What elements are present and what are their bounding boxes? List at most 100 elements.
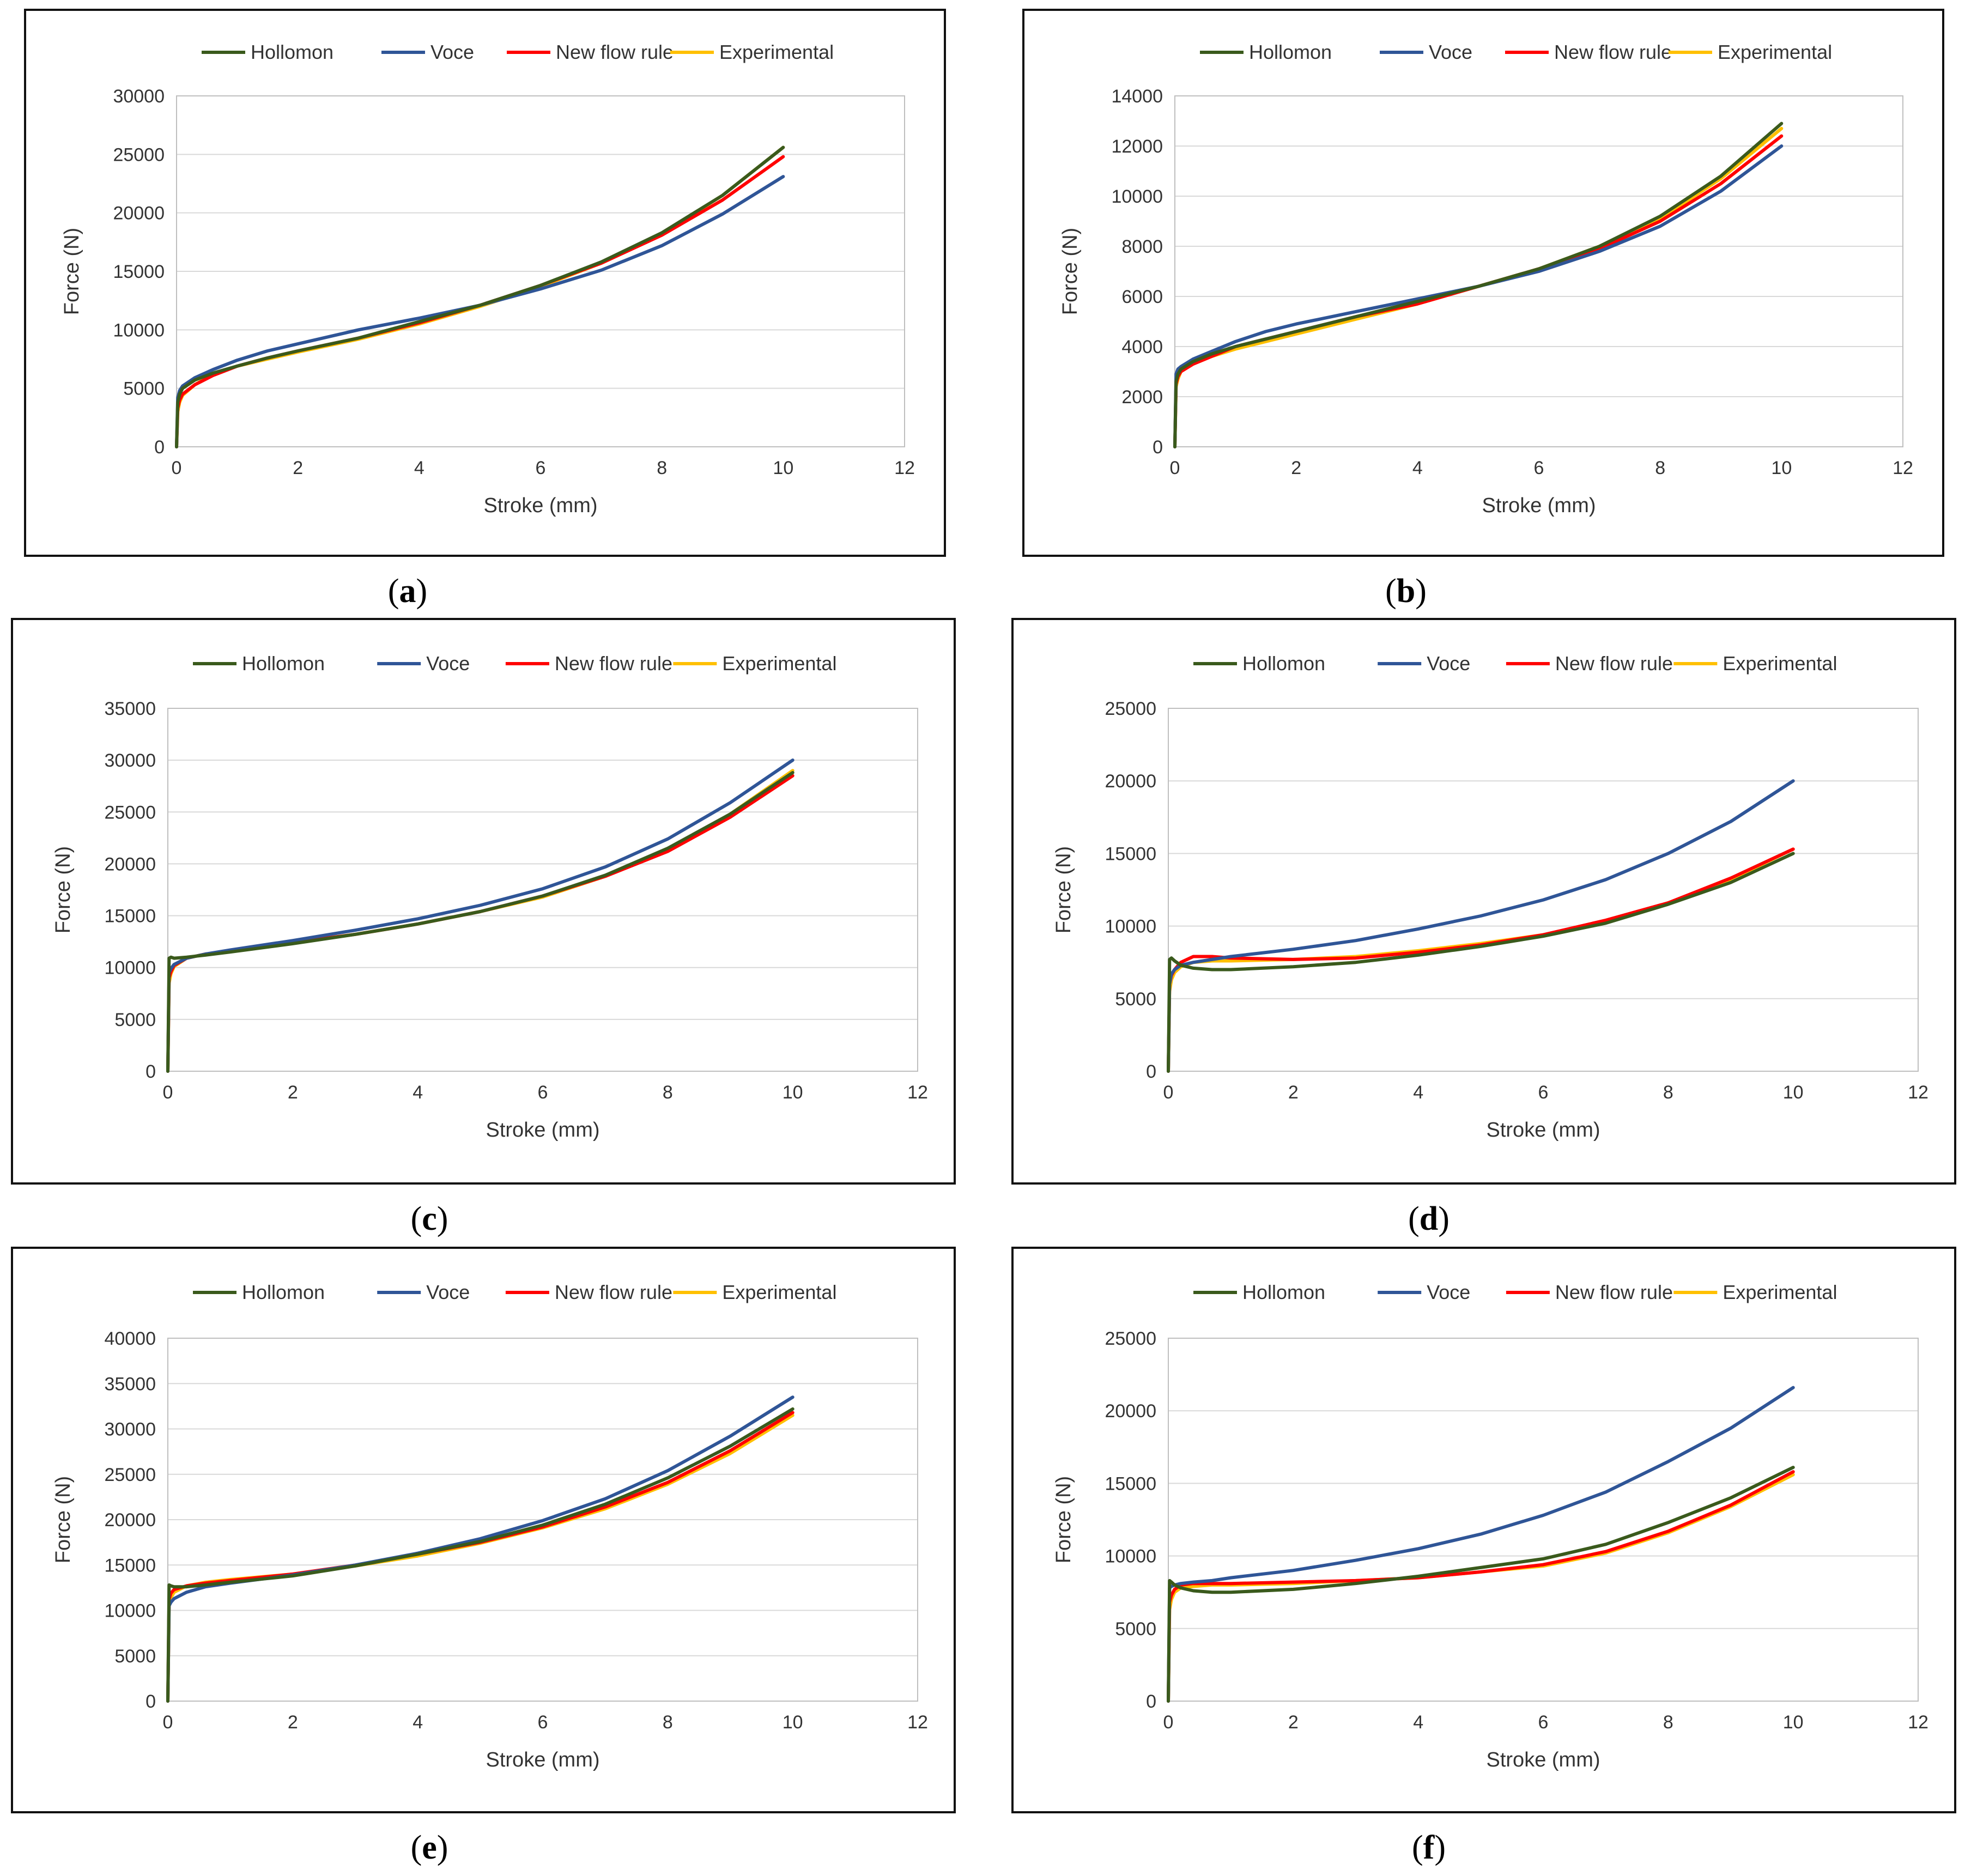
x-axis-label: Stroke (mm)	[486, 1748, 600, 1771]
legend-label: Hollomon	[242, 652, 325, 675]
x-tick-label: 6	[536, 458, 546, 478]
x-tick-label: 2	[288, 1712, 298, 1733]
x-tick-label: 10	[773, 458, 793, 478]
legend-label: Experimental	[722, 652, 836, 675]
x-axis-label: Stroke (mm)	[1487, 1119, 1600, 1142]
x-tick-label: 6	[1538, 1082, 1549, 1103]
panel-caption: (a)	[387, 573, 428, 610]
y-tick-label: 25000	[104, 1465, 156, 1485]
x-tick-label: 2	[1291, 458, 1301, 478]
x-tick-label: 0	[163, 1712, 173, 1733]
plot-area	[1168, 708, 1919, 1072]
y-tick-label: 20000	[1105, 771, 1156, 792]
y-tick-label: 30000	[104, 1419, 156, 1440]
y-tick-label: 5000	[114, 1010, 156, 1030]
y-tick-label: 15000	[104, 1555, 156, 1576]
y-tick-label: 5000	[114, 1646, 156, 1667]
x-tick-label: 6	[538, 1712, 548, 1733]
series-line-hollomon	[1167, 852, 1795, 1073]
y-tick-label: 5000	[123, 379, 165, 399]
x-tick-label: 12	[894, 458, 915, 478]
x-tick-label: 10	[1771, 458, 1792, 478]
x-tick-label: 12	[1908, 1712, 1928, 1733]
y-tick-label: 10000	[1105, 1546, 1156, 1567]
x-tick-label: 10	[1783, 1082, 1804, 1103]
x-tick-label: 6	[1538, 1712, 1549, 1733]
y-tick-label: 15000	[104, 906, 156, 927]
x-tick-label: 4	[413, 1712, 423, 1733]
y-tick-label: 25000	[104, 802, 156, 823]
x-tick-label: 0	[1170, 458, 1180, 478]
chart-panel-d: 0 5000 10000 15000 20000 25000 0 2 4 6 8 10 12 Stroke…	[1011, 618, 1956, 1185]
y-axis-label: Force (N)	[52, 1476, 75, 1563]
legend-label: Hollomon	[1242, 1281, 1325, 1303]
legend-label: Voce	[1429, 41, 1472, 63]
x-tick-label: 12	[1908, 1082, 1928, 1103]
chart-panel-f: 0 5000 10000 15000 20000 25000 0 2 4 6 8 10 12 Stroke…	[1011, 1247, 1956, 1813]
y-tick-label: 25000	[1105, 1328, 1156, 1349]
x-axis-label: Stroke (mm)	[486, 1119, 600, 1142]
x-tick-label: 4	[414, 458, 424, 478]
x-tick-label: 0	[1163, 1712, 1174, 1733]
x-tick-label: 4	[1412, 458, 1423, 478]
chart-svg-a: 0 5000 10000 15000 20000 25000 30000 0 2 4 6 8 10 12 S…	[60, 41, 915, 517]
x-tick-label: 6	[538, 1082, 548, 1103]
legend-label: Experimental	[722, 1281, 836, 1303]
y-tick-label: 10000	[104, 958, 156, 979]
y-tick-label: 14000	[1111, 86, 1163, 107]
series-line-experimental	[166, 1413, 795, 1703]
x-axis-label: Stroke (mm)	[1487, 1748, 1600, 1771]
x-tick-label: 2	[293, 458, 303, 478]
x-tick-label: 8	[663, 1082, 673, 1103]
series-line-voce	[1167, 1386, 1795, 1703]
y-tick-label: 20000	[104, 854, 156, 875]
series-line-hollomon	[166, 1407, 795, 1703]
y-tick-label: 5000	[1115, 989, 1156, 1010]
y-axis-label: Force (N)	[1059, 228, 1082, 315]
panel-caption: (f)	[1412, 1829, 1446, 1866]
legend-label: Experimental	[1723, 1281, 1837, 1303]
series-line-experimental	[166, 769, 795, 1073]
legend-label: Experimental	[1718, 41, 1832, 63]
x-tick-label: 12	[1893, 458, 1913, 478]
x-tick-label: 10	[783, 1082, 803, 1103]
y-axis-label: Force (N)	[1052, 1476, 1075, 1563]
panel-caption: (c)	[410, 1200, 448, 1237]
y-tick-label: 25000	[1105, 699, 1156, 719]
legend-label: Voce	[430, 41, 474, 63]
x-tick-label: 8	[1663, 1082, 1673, 1103]
y-axis-label: Force (N)	[52, 846, 75, 933]
x-tick-label: 4	[1413, 1712, 1423, 1733]
y-tick-label: 8000	[1121, 236, 1163, 257]
x-tick-label: 8	[663, 1712, 673, 1733]
y-tick-label: 15000	[1105, 1473, 1156, 1494]
plot-area	[167, 708, 918, 1072]
y-tick-label: 30000	[104, 750, 156, 771]
y-tick-label: 12000	[1111, 136, 1163, 157]
x-tick-label: 12	[907, 1082, 928, 1103]
legend-label: Voce	[1427, 1281, 1470, 1303]
legend-label: New flow rule	[1555, 1281, 1673, 1303]
legend-label: Hollomon	[251, 41, 333, 63]
legend-label: Experimental	[719, 41, 834, 63]
legend-label: New flow rule	[555, 1281, 672, 1303]
x-tick-label: 10	[1783, 1712, 1804, 1733]
series-line-new-flow-rule	[166, 1411, 795, 1703]
plot-area	[1168, 1338, 1919, 1702]
y-tick-label: 20000	[113, 203, 165, 224]
legend-label: New flow rule	[1554, 41, 1672, 63]
series-line-hollomon	[1173, 122, 1784, 448]
panel-caption: (d)	[1408, 1200, 1450, 1237]
legend-label: Experimental	[1723, 652, 1837, 675]
x-axis-label: Stroke (mm)	[484, 494, 598, 517]
legend-label: Hollomon	[1249, 41, 1332, 63]
y-axis-label: Force (N)	[60, 228, 83, 315]
y-tick-label: 0	[1146, 1691, 1156, 1712]
series-line-voce	[1173, 144, 1784, 448]
y-axis-label: Force (N)	[1052, 846, 1075, 933]
y-tick-label: 4000	[1121, 337, 1163, 357]
x-tick-label: 2	[1288, 1712, 1299, 1733]
y-tick-label: 15000	[1105, 843, 1156, 864]
plot-area	[167, 1338, 918, 1702]
series-line-voce	[166, 758, 795, 1073]
